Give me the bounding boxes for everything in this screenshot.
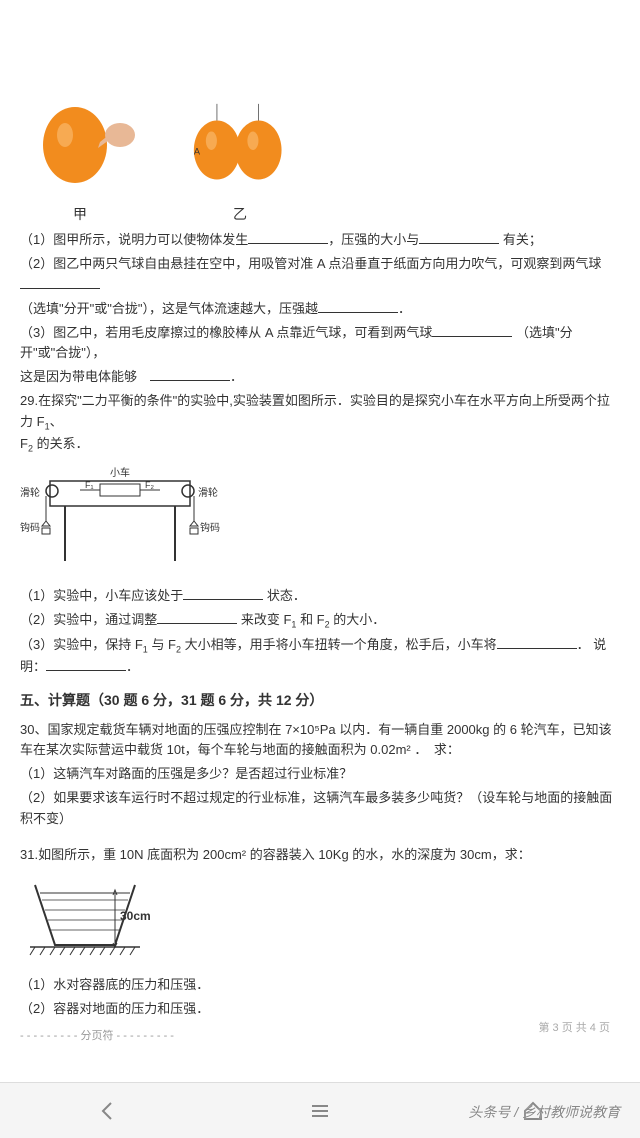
balloon-figure-b: A 乙 [180,100,300,225]
text: ． [230,369,243,384]
text: ． [398,301,411,316]
q29-part3: （3）实验中，保持 F1 与 F2 大小相等，用手将小车扭转一个角度，松手后，小… [20,635,620,678]
page-divider: - - - - - - - - - 分页符 - - - - - - - - - [20,1028,620,1046]
text: 1 [291,619,296,629]
q30-part2: （2）如果要求该车运行时不超过规定的行业标准，这辆汽车最多装多少吨货？（设车轮与… [20,788,620,830]
text: （1）实验中，小车应该处于 [20,588,183,603]
svg-text:F₂: F₂ [145,480,154,490]
svg-text:30cm: 30cm [120,909,151,923]
text: 2 [28,443,33,453]
text: 1 [143,644,148,654]
page-number: 第 3 页 共 4 页 [538,1020,610,1038]
q28-part1: （1）图甲所示，说明力可以使物体发生 ，压强的大小与 有关； [20,230,620,251]
q29-diagram: 小车 F₁ F₂ 滑轮 滑轮 钩码 钩码 [20,466,220,576]
q28-part3: （3）图乙中，若用毛皮摩擦过的橡胶棒从 A 点靠近气球，可看到两气球 （选填"分… [20,323,620,365]
text: 状态． [267,588,306,603]
text: 大小相等，用手将小车扭转一个角度，松手后，小车将 [185,637,497,652]
text: 和 F [300,612,325,627]
svg-text:滑轮: 滑轮 [198,486,218,499]
svg-text:小车: 小车 [110,466,130,479]
section-5-header: 五、计算题（30 题 6 分，31 题 6 分，共 12 分） [20,689,620,711]
q29-part2: （2）实验中，通过调整 来改变 F1 和 F2 的大小． [20,610,620,632]
q31-diagram: 30cm [20,875,170,965]
text: 来改变 F [241,612,292,627]
q28-part3b: 这是因为带电体能够 ． [20,367,620,388]
q30-part1: （1）这辆汽车对路面的压强是多少？是否超过行业标准？ [20,764,620,785]
balloon-image-b: A [180,100,300,200]
menu-icon[interactable] [306,1097,334,1125]
text: 与 F [151,637,176,652]
balloon-figure-a: 甲 [20,100,140,225]
text: （3）实验中，保持 F [20,637,143,652]
back-icon[interactable] [93,1097,121,1125]
svg-text:A: A [194,147,201,157]
text: 这是因为带电体能够 [20,369,137,384]
q29-part1: （1）实验中，小车应该处于 状态． [20,586,620,607]
watermark: 头条号 / 乡村教师说教育 [468,1101,620,1123]
svg-text:滑轮: 滑轮 [20,486,40,499]
q28-part2b: （选填"分开"或"合拢"），这是气体流速越大，压强越 ． [20,299,620,320]
q31-part2: （2）容器对地面的压力和压强． [20,999,620,1020]
svg-text:F₁: F₁ [85,480,94,490]
text: 有关； [503,232,542,247]
text: 的大小． [333,612,385,627]
text: 、 [50,414,63,429]
q31-intro: 31.如图所示，重 10N 底面积为 200cm² 的容器装入 10Kg 的水，… [20,845,620,866]
q28-part2: （2）图乙中两只气球自由悬挂在空中，用吸管对准 A 点沿垂直于纸面方向用力吹气，… [20,254,620,296]
balloon-figures: 甲 A 乙 [20,100,620,225]
svg-text:钩码: 钩码 [200,522,220,534]
balloon-label-b: 乙 [233,203,247,225]
text: F [20,436,28,451]
text: （选填"分开"或"合拢"），这是气体流速越大，压强越 [20,301,318,316]
q30-intro: 30、国家规定载货车辆对地面的压强应控制在 7×10⁵Pa 以内．有一辆自重 2… [20,720,620,762]
text: 2 [176,644,181,654]
text: （3）图乙中，若用毛皮摩擦过的橡胶棒从 A 点靠近气球，可看到两气球 [20,325,432,340]
text: ，压强的大小与 [328,232,419,247]
text: （2）实验中，通过调整 [20,612,157,627]
page-content: 甲 A 乙 （1）图甲所示，说明力可以使物体发生 ，压强的大小与 有关； （2）图… [0,0,640,1066]
text: （2）图乙中两只气球自由悬挂在空中，用吸管对准 A 点沿垂直于纸面方向用力吹气，… [20,256,601,271]
text: 的关系． [37,436,89,451]
text: 2 [325,619,330,629]
q31-part1: （1）水对容器底的压力和压强． [20,975,620,996]
balloon-label-a: 甲 [73,203,87,225]
svg-text:钩码: 钩码 [20,522,40,534]
text: （1）图甲所示，说明力可以使物体发生 [20,232,248,247]
text: 29.在探究"二力平衡的条件"的实验中,实验装置如图所示．实验目的是探究小车在水… [20,393,610,429]
balloon-image-a [20,100,140,200]
q29-intro: 29.在探究"二力平衡的条件"的实验中,实验装置如图所示．实验目的是探究小车在水… [20,391,620,456]
text: ． [126,659,139,674]
